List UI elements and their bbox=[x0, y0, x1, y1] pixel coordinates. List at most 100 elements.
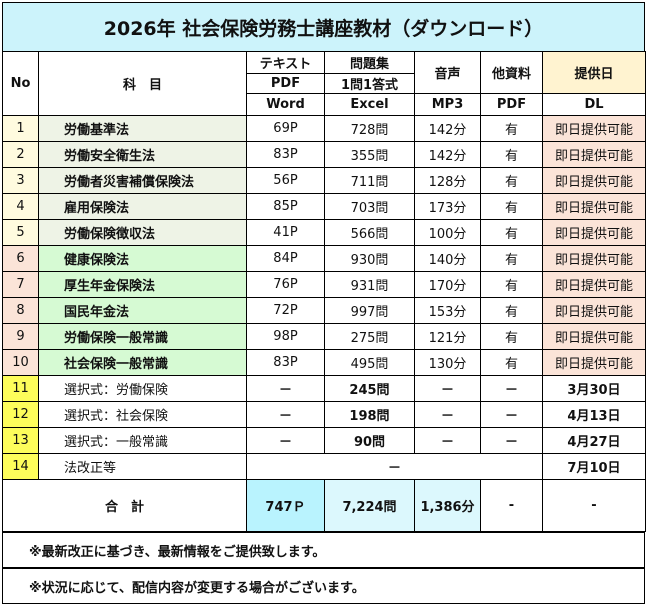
subject-name: 社会保険一般常識 bbox=[38, 349, 247, 376]
row-number: 13 bbox=[2, 427, 39, 454]
page-title: 2026年 社会保険労務士講座教材（ダウンロード） bbox=[2, 2, 645, 52]
table-row: 7 厚生年金保険法 76P 931問 170分有即日提供可能 bbox=[2, 271, 646, 298]
audio-minutes: － bbox=[414, 427, 481, 454]
table-row: 12 選択式：社会保険－ 198問－－ 4月13日 bbox=[2, 401, 646, 428]
subject-name: 法改正等 bbox=[38, 453, 247, 480]
text-pages: － bbox=[246, 401, 325, 428]
question-count: 728問 bbox=[324, 115, 415, 142]
header-text-mid: PDF bbox=[246, 73, 325, 94]
subject-name: 労働者災害補償保険法 bbox=[38, 167, 247, 194]
question-count: 931問 bbox=[324, 271, 415, 298]
row-number: 14 bbox=[2, 453, 39, 480]
delivery-date: 即日提供可能 bbox=[542, 193, 646, 220]
header-date-top: 提供日 bbox=[542, 51, 646, 94]
text-pages: 41P bbox=[246, 219, 325, 246]
delivery-date: 即日提供可能 bbox=[542, 219, 646, 246]
table-row: 4 雇用保険法 85P 703問 173分有即日提供可能 bbox=[2, 193, 646, 220]
row-number: 11 bbox=[2, 375, 39, 402]
merged-dash-cell: － bbox=[246, 453, 543, 480]
delivery-date: 即日提供可能 bbox=[542, 349, 646, 376]
total-label: 合 計 bbox=[2, 479, 247, 532]
audio-minutes: 121分 bbox=[414, 323, 481, 350]
subject-name: 健康保険法 bbox=[38, 245, 247, 272]
header-text-top: テキスト bbox=[246, 51, 325, 74]
row-number: 5 bbox=[2, 219, 39, 246]
delivery-date: 即日提供可能 bbox=[542, 245, 646, 272]
text-pages: 98P bbox=[246, 323, 325, 350]
total-row: 合 計 747Ｐ 7,224問 1,386分 - - bbox=[2, 479, 646, 532]
question-count: 90問 bbox=[324, 427, 415, 454]
text-pages: 69P bbox=[246, 115, 325, 142]
question-count: 245問 bbox=[324, 375, 415, 402]
row-number: 4 bbox=[2, 193, 39, 220]
audio-minutes: 142分 bbox=[414, 141, 481, 168]
header-text-bottom: Word bbox=[246, 93, 325, 116]
audio-minutes: 173分 bbox=[414, 193, 481, 220]
subject-name: 選択式：社会保険 bbox=[38, 401, 247, 428]
audio-minutes: 153分 bbox=[414, 297, 481, 324]
other-material: 有 bbox=[480, 271, 543, 298]
table-row: 1 労働基準法 69P 728問 142分有即日提供可能 bbox=[2, 115, 646, 142]
delivery-date: 即日提供可能 bbox=[542, 115, 646, 142]
text-pages: 85P bbox=[246, 193, 325, 220]
table-row: 10 社会保険一般常識 83P 495問 130分有即日提供可能 bbox=[2, 349, 646, 376]
text-pages: 56P bbox=[246, 167, 325, 194]
question-count: 997問 bbox=[324, 297, 415, 324]
total-audio: 1,386分 bbox=[414, 479, 481, 532]
other-material: 有 bbox=[480, 349, 543, 376]
delivery-date: 即日提供可能 bbox=[542, 141, 646, 168]
text-pages: － bbox=[246, 427, 325, 454]
table-row: 8 国民年金法 72P 997問 153分有即日提供可能 bbox=[2, 297, 646, 324]
row-number: 8 bbox=[2, 297, 39, 324]
question-count: 930問 bbox=[324, 245, 415, 272]
row-number: 2 bbox=[2, 141, 39, 168]
table-row: 2 労働安全衛生法 83P 355問 142分有即日提供可能 bbox=[2, 141, 646, 168]
other-material: 有 bbox=[480, 297, 543, 324]
audio-minutes: 142分 bbox=[414, 115, 481, 142]
total-questions: 7,224問 bbox=[324, 479, 415, 532]
audio-minutes: 128分 bbox=[414, 167, 481, 194]
table-row: 13 選択式：一般常識－ 90問－－ 4月27日 bbox=[2, 427, 646, 454]
delivery-date: 4月27日 bbox=[542, 427, 646, 454]
audio-minutes: 100分 bbox=[414, 219, 481, 246]
other-material: 有 bbox=[480, 115, 543, 142]
header-subject: 科 目 bbox=[38, 51, 247, 116]
subject-name: 厚生年金保険法 bbox=[38, 271, 247, 298]
header-audio-bottom: MP3 bbox=[414, 93, 481, 116]
header-other-bottom: PDF bbox=[480, 93, 543, 116]
other-material: 有 bbox=[480, 167, 543, 194]
note-content-change: ※状況に応じて、配信内容が変更する場合がございます。 bbox=[2, 568, 645, 604]
header-audio-top: 音声 bbox=[414, 51, 481, 94]
table-row: 14 法改正等－ 7月10日 bbox=[2, 453, 646, 480]
table-row: 3 労働者災害補償保険法 56P 711問 128分有即日提供可能 bbox=[2, 167, 646, 194]
row-number: 7 bbox=[2, 271, 39, 298]
materials-table: No 科 目 テキスト 問題集 音声 他資料 提供日 PDF 1問1答式 Wor… bbox=[2, 51, 646, 532]
other-material: 有 bbox=[480, 219, 543, 246]
table-row: 11 選択式：労働保険－ 245問－－ 3月30日 bbox=[2, 375, 646, 402]
question-count: 566問 bbox=[324, 219, 415, 246]
table-row: 9 労働保険一般常識 98P 275問 121分有即日提供可能 bbox=[2, 323, 646, 350]
question-count: 711問 bbox=[324, 167, 415, 194]
header-questions-top: 問題集 bbox=[324, 51, 415, 74]
text-pages: 83P bbox=[246, 349, 325, 376]
text-pages: 84P bbox=[246, 245, 325, 272]
subject-name: 労働基準法 bbox=[38, 115, 247, 142]
note-latest-info: ※最新改正に基づき、最新情報をご提供致します。 bbox=[2, 532, 645, 568]
other-material: 有 bbox=[480, 245, 543, 272]
delivery-date: 即日提供可能 bbox=[542, 167, 646, 194]
table-row: 5 労働保険徴収法 41P 566問 100分有即日提供可能 bbox=[2, 219, 646, 246]
row-number: 10 bbox=[2, 349, 39, 376]
audio-minutes: － bbox=[414, 401, 481, 428]
table-row: 6 健康保険法 84P 930問 140分有即日提供可能 bbox=[2, 245, 646, 272]
delivery-date: 即日提供可能 bbox=[542, 323, 646, 350]
header-other-top: 他資料 bbox=[480, 51, 543, 94]
header-date-bottom: DL bbox=[542, 93, 646, 116]
text-pages: 76P bbox=[246, 271, 325, 298]
delivery-date: 3月30日 bbox=[542, 375, 646, 402]
audio-minutes: 130分 bbox=[414, 349, 481, 376]
delivery-date: 7月10日 bbox=[542, 453, 646, 480]
audio-minutes: 170分 bbox=[414, 271, 481, 298]
delivery-date: 4月13日 bbox=[542, 401, 646, 428]
subject-name: 労働保険一般常識 bbox=[38, 323, 247, 350]
other-material: － bbox=[480, 401, 543, 428]
